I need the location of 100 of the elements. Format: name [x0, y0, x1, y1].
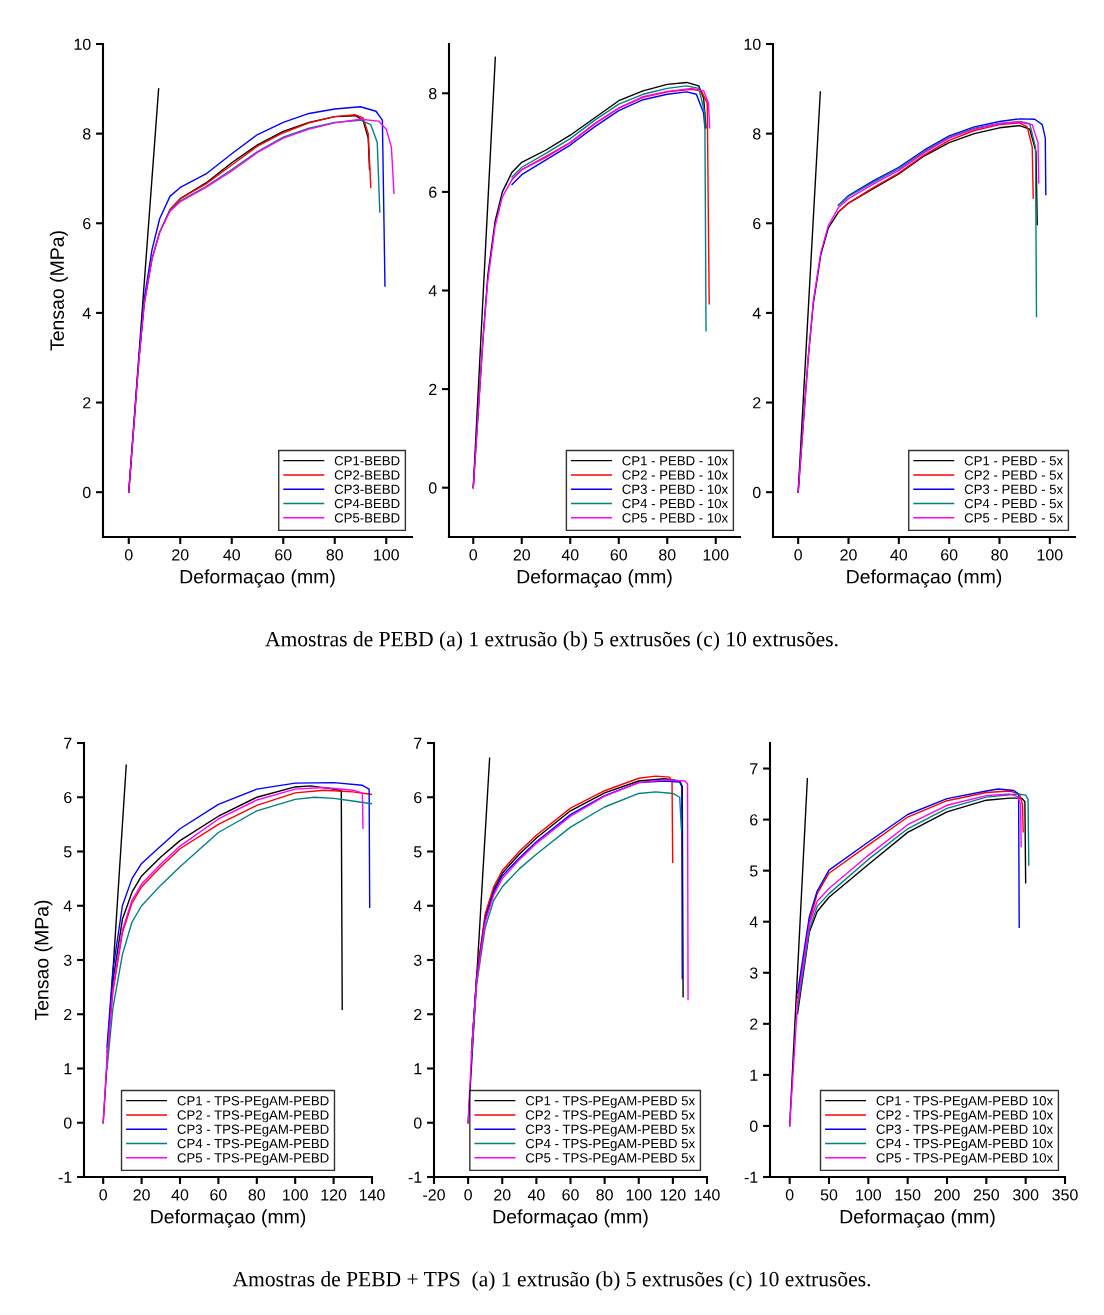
y-tick-label: 4: [428, 285, 437, 297]
x-tick-label: -20: [423, 1189, 445, 1201]
x-tick-label: 300: [1012, 1189, 1039, 1201]
y-tick-label: 3: [749, 967, 758, 979]
x-tick-label: 100: [703, 549, 729, 561]
x-tick-label: 100: [1037, 549, 1063, 561]
y-tick-label: 1: [750, 1069, 758, 1081]
legend-label: CP3 - TPS-PEgAM-PEBD 5x: [525, 1124, 695, 1137]
x-axis-title: Deformaçao (mm): [840, 1209, 995, 1228]
legend-label: CP1 - TPS-PEgAM-PEBD 5x: [525, 1096, 695, 1109]
legend-label: CP1 - TPS-PEgAM-PEBD: [177, 1096, 329, 1109]
x-tick-label: 100: [856, 1189, 882, 1201]
legend-label: CP5 - TPS-PEgAM-PEBD 10x: [876, 1153, 1053, 1166]
legend-label: CP3 - TPS-PEgAM-PEBD 10x: [876, 1124, 1053, 1137]
x-axis-title: Deformaçao (mm): [847, 569, 1002, 588]
x-tick-label: 0: [99, 1189, 108, 1201]
legend-label: CP1 - TPS-PEgAM-PEBD 10x: [876, 1096, 1053, 1109]
y-tick-label: 1: [414, 1063, 422, 1075]
y-tick-label: 0: [749, 1120, 758, 1132]
y-tick-label: 5: [749, 865, 758, 877]
y-tick-label: 8: [429, 87, 437, 100]
y-tick-label: 10: [744, 38, 761, 50]
x-tick-label: 80: [596, 1189, 613, 1201]
x-tick-label: 0: [464, 1189, 472, 1201]
y-tick-label: 6: [414, 791, 422, 804]
y-tick-label: 0: [82, 486, 91, 499]
y-tick-label: 7: [750, 763, 758, 775]
legend-label: CP4 - PEBD - 10x: [622, 498, 728, 509]
x-tick-label: 0: [124, 549, 133, 561]
x-tick-label: 0: [794, 549, 802, 561]
x-tick-label: 60: [210, 1189, 227, 1201]
legend-label: CP4 - TPS-PEgAM-PEBD 5x: [525, 1138, 695, 1151]
x-axis-title: Deformaçao (mm): [151, 1209, 306, 1228]
x-tick-label: 20: [494, 1189, 511, 1201]
legend-label: CP5 - PEBD - 10x: [622, 513, 728, 523]
x-axis-title: Deformaçao (mm): [493, 1209, 648, 1228]
x-tick-label: 250: [973, 1189, 1000, 1201]
legend-label: CP5 - PEBD - 5x: [964, 513, 1063, 523]
y-tick-label: 6: [429, 186, 437, 198]
y-tick-label: 1: [64, 1063, 72, 1075]
legend-label: CP2 - TPS-PEgAM-PEBD: [177, 1110, 329, 1123]
x-tick-label: 50: [820, 1189, 838, 1201]
legend-label: CP2 - TPS-PEgAM-PEBD 5x: [525, 1110, 695, 1123]
y-tick-label: 4: [413, 900, 422, 912]
x-tick-label: 60: [610, 549, 628, 561]
x-tick-label: 20: [513, 549, 531, 561]
x-tick-label: 20: [133, 1189, 150, 1201]
y-tick-label: 2: [753, 397, 761, 409]
x-tick-label: 140: [359, 1189, 385, 1201]
x-tick-label: 120: [321, 1189, 347, 1201]
y-tick-label: 3: [413, 954, 422, 966]
y-tick-label: 4: [63, 900, 72, 912]
y-tick-label: 6: [753, 217, 761, 230]
x-tick-label: 100: [626, 1189, 652, 1201]
y-tick-label: 6: [64, 791, 72, 804]
x-tick-label: 40: [223, 549, 241, 561]
y-tick-label: 10: [74, 38, 91, 50]
legend-label: CP3 - PEBD - 10x: [622, 484, 728, 494]
y-tick-label: 7: [64, 737, 72, 749]
y-tick-label: 2: [429, 383, 437, 395]
x-tick-label: 80: [326, 549, 344, 561]
y-tick-label: -1: [408, 1171, 422, 1183]
x-tick-label: 150: [895, 1189, 921, 1201]
x-tick-label: 80: [248, 1189, 266, 1201]
y-tick-label: -1: [58, 1171, 72, 1183]
x-tick-label: 100: [374, 549, 399, 561]
y-tick-label: 4: [752, 307, 761, 319]
x-tick-label: 0: [469, 549, 478, 561]
legend-label: CP2 - PEBD - 5x: [964, 470, 1063, 480]
x-axis-title: Deformaçao (mm): [517, 569, 672, 588]
legend-label: CP4-BEBD: [334, 498, 400, 509]
legend-label: CP3-BEBD: [334, 484, 400, 494]
y-tick-label: 4: [82, 307, 91, 319]
x-tick-label: 80: [991, 549, 1008, 561]
legend-label: CP1-BEBD: [334, 456, 400, 466]
text: Amostras de PEBD + TPS (a) 1 extrusão (b) 5 extrusões (c) 10 extrusões.: [232, 1271, 871, 1291]
y-tick-label: 7: [414, 737, 422, 749]
y-tick-label: 8: [83, 128, 91, 140]
y-tick-label: 8: [753, 128, 761, 140]
y-tick-label: 2: [750, 1018, 758, 1030]
y-tick-label: 5: [63, 846, 72, 858]
legend-label: CP5 - TPS-PEgAM-PEBD 5x: [525, 1153, 695, 1166]
y-tick-label: 3: [63, 954, 72, 966]
legend-label: CP4 - TPS-PEgAM-PEBD: [177, 1138, 329, 1151]
legend-label: CP2 - PEBD - 10x: [622, 470, 728, 480]
x-tick-label: 40: [527, 1189, 545, 1201]
y-tick-label: 0: [413, 1117, 422, 1129]
legend-label: CP3 - PEBD - 5x: [964, 484, 1063, 494]
y-tick-label: -1: [744, 1171, 758, 1183]
x-tick-label: 100: [283, 1189, 308, 1201]
x-tick-label: 60: [941, 549, 958, 561]
x-tick-label: 80: [659, 549, 676, 561]
legend-label: CP3 - TPS-PEgAM-PEBD: [177, 1124, 329, 1137]
x-tick-label: 20: [172, 549, 189, 561]
x-tick-label: 120: [660, 1189, 686, 1201]
x-tick-label: 60: [562, 1189, 579, 1201]
legend-label: CP1 - PEBD - 10x: [622, 456, 728, 466]
x-tick-label: 0: [785, 1189, 794, 1201]
legend-label: CP4 - TPS-PEgAM-PEBD 10x: [876, 1138, 1053, 1151]
y-tick-label: 2: [64, 1008, 72, 1021]
